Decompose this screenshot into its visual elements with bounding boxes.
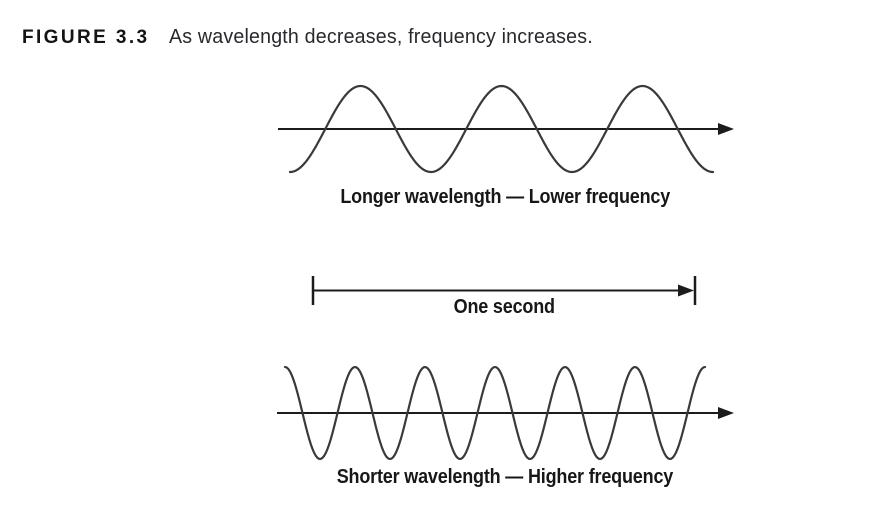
short-wavelength-wave-diagram: [277, 365, 734, 461]
figure-number-label: FIGURE 3.3: [22, 27, 150, 48]
long-wavelength-label-row: Longer wavelength — Lower frequency: [266, 186, 744, 209]
short-wavelength-label: Shorter wavelength — Higher frequency: [336, 466, 674, 488]
one-second-label: One second: [453, 296, 555, 318]
bottom-wave-axis-arrowhead: [718, 407, 734, 419]
long-wavelength-label: Longer wavelength — Lower frequency: [340, 186, 670, 208]
figure-header: FIGURE 3.3 As wavelength decreases, freq…: [22, 26, 602, 49]
figure-caption: As wavelength decreases, frequency incre…: [169, 26, 594, 48]
one-second-label-row: One second: [299, 296, 709, 319]
long-wavelength-wave-diagram: [278, 84, 734, 174]
top-wave-axis-arrowhead: [718, 123, 734, 135]
long-wavelength-sine-curve: [288, 84, 715, 174]
short-wavelength-label-row: Shorter wavelength — Higher frequency: [266, 466, 744, 489]
interval-arrowhead: [678, 284, 694, 297]
one-second-interval-diagram: [311, 276, 697, 305]
short-wavelength-sine-curve: [283, 365, 707, 461]
